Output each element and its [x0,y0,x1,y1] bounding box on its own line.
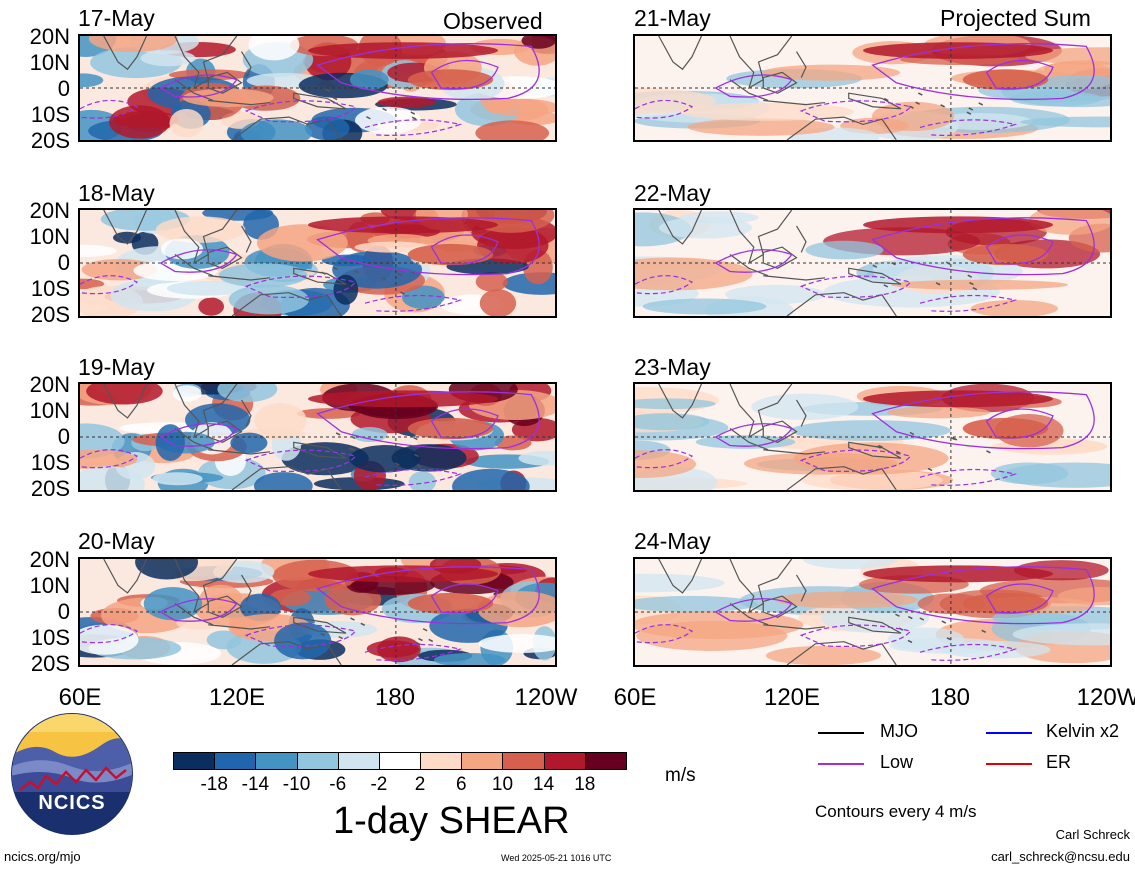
colorbar-tick-label: -18 [200,774,228,795]
footer-author: Carl Schreck [1055,827,1130,842]
colorbar-swatch [378,752,422,770]
map-panel-observed-4 [78,557,557,667]
lat-label: 10N [29,224,70,249]
map-panel-observed-2 [78,208,557,318]
panel-date-6: 22-May [634,180,711,206]
panel-date-1: 17-May [78,5,155,31]
lat-label: 20N [29,198,70,223]
legend-swatch-mjo [818,732,864,734]
lat-label: 10S [30,625,70,650]
legend-label-kelvin: Kelvin x2 [1046,721,1120,741]
panel-date-2: 18-May [78,180,155,206]
lat-label: 0 [57,599,70,624]
lat-label: 20S [30,302,70,327]
panel-date-4: 20-May [78,528,155,554]
footer-email: carl_schreck@ncsu.edu [991,849,1130,864]
map-panel-projected-2 [633,208,1112,318]
ncics-logo: NCICS [10,712,134,836]
legend-label-mjo: MJO [880,721,918,741]
panel-date-8: 24-May [634,528,711,554]
lat-label: 20S [30,651,70,676]
footer-timestamp: Wed 2025-05-21 1016 UTC [501,853,612,863]
lon-label-left: 60E [58,684,102,711]
lon-label-right: 120W [1076,684,1135,711]
logo-text: NCICS [38,792,106,814]
colorbar-swatch [543,752,586,770]
legend-swatch-er [986,763,1032,765]
lon-label-left: 180 [374,684,416,711]
colorbar-tick-label: 18 [574,774,596,795]
colorbar-title: 1-day SHEAR [333,800,570,842]
colorbar-units: m/s [665,765,696,786]
legend-swatch-low [818,763,864,765]
lat-label: 10N [29,50,70,75]
panel-date-3: 19-May [78,354,155,380]
lat-label: 10S [30,450,70,475]
colorbar-tick-label: -10 [282,774,311,795]
map-panel-projected-1 [633,34,1112,142]
lat-label: 0 [57,250,70,275]
legend-label-low: Low [880,752,914,772]
colorbar-tick-label: 10 [491,774,514,795]
legend-swatch-kelvin [986,732,1032,734]
lat-label: 20N [29,547,70,572]
lon-label-right: 180 [929,684,971,711]
panel-date-7: 23-May [634,354,711,380]
legend-label-er: ER [1046,752,1072,772]
colorbar-swatch [461,752,504,770]
colorbar-swatch [420,752,463,770]
lat-label: 20N [29,24,70,49]
lat-label: 20N [29,372,70,397]
ncics-logo-icon [11,713,133,835]
lat-label: 10S [30,276,70,301]
map-panel-observed-3 [78,382,557,492]
lat-label: 0 [57,424,70,449]
panel-date-5: 21-May [634,5,711,31]
map-panel-projected-3 [633,382,1112,492]
observed-title: Observed [443,8,543,34]
map-panel-projected-4 [633,557,1112,667]
lat-label: 0 [57,76,70,101]
colorbar-tick-label: -2 [370,774,388,795]
footer-url: ncics.org/mjo [4,849,81,864]
colorbar-tick-label: 2 [414,774,426,795]
lat-label: 10S [30,102,70,127]
lat-label: 20S [30,476,70,501]
colorbar-tick-label: 6 [455,774,467,795]
colorbar-swatch [255,752,298,770]
colorbar-tick-label: -14 [241,774,270,795]
colorbar-swatch [214,752,257,770]
colorbar [173,752,627,770]
colorbar-swatch [502,752,545,770]
colorbar-swatch [173,752,216,770]
colorbar-swatch [296,752,339,770]
colorbar-swatch [584,752,627,770]
lon-label-right: 120E [763,684,821,711]
lon-label-right: 60E [613,684,657,711]
projected-title: Projected Sum [940,5,1091,31]
lon-label-left: 120E [208,684,266,711]
lat-label: 10N [29,398,70,423]
lat-label: 20S [30,128,70,153]
colorbar-tick-label: 14 [533,774,555,795]
map-panel-observed-1 [78,34,557,142]
lat-label: 10N [29,573,70,598]
colorbar-swatch [337,752,380,770]
lon-label-left: 120W [514,684,578,711]
colorbar-tick-label: -6 [329,774,347,795]
contour-note: Contours every 4 m/s [815,802,977,821]
